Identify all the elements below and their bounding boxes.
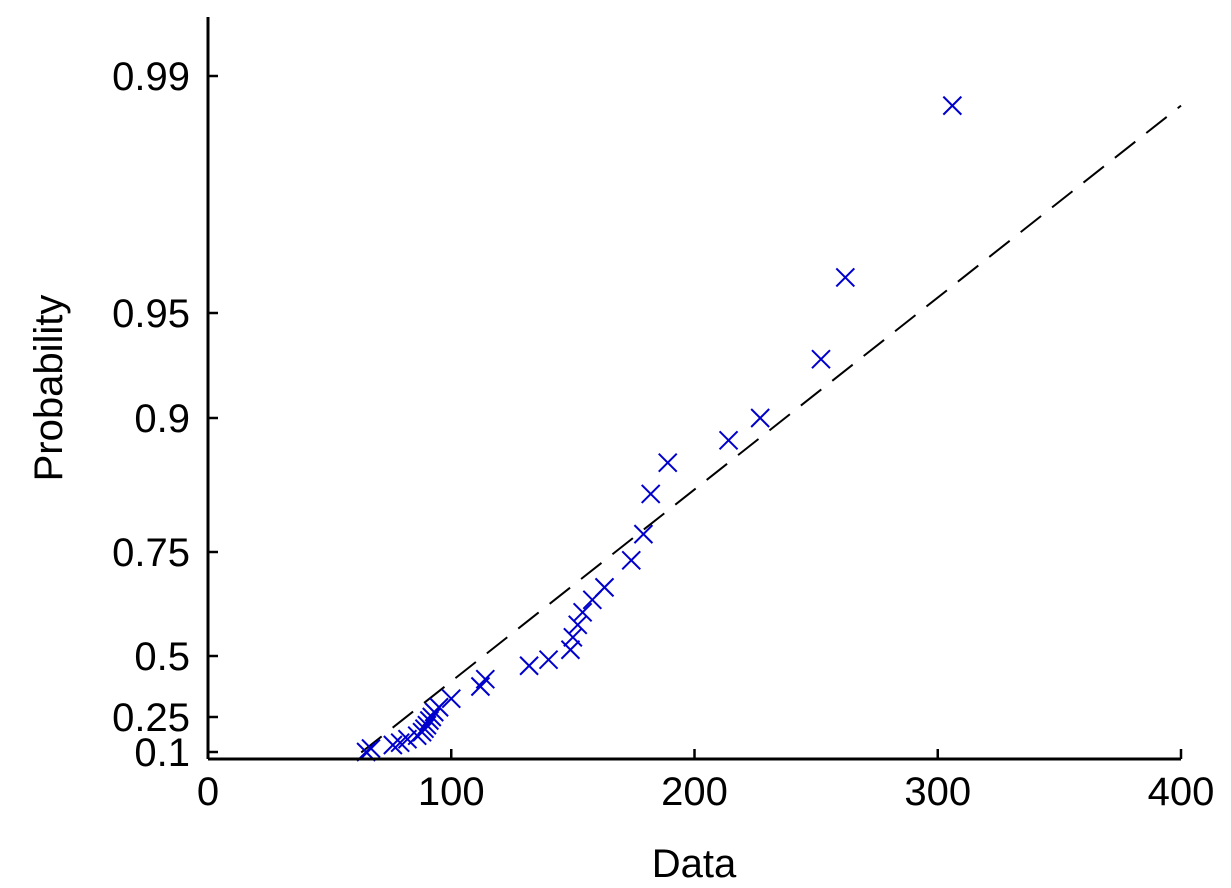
reference-line [360,104,1182,754]
x-tick-label: 200 [661,770,728,814]
data-point [633,524,654,544]
data-point [563,627,583,647]
data-point [568,615,588,635]
data-point [429,697,449,717]
y-tick-label: 0.25 [112,696,190,740]
data-point [621,550,641,571]
x-tick-label: 100 [418,770,485,814]
data-point [572,602,593,623]
x-tick-label: 0 [197,770,219,814]
data-point [475,669,496,689]
plot-area [356,95,1182,762]
data-point [750,408,770,428]
data-point [422,707,442,727]
data-point [811,349,831,369]
y-tick-label: 0.5 [134,635,190,679]
x-tick-label: 400 [1148,770,1215,814]
y-tick-label: 0.9 [134,397,190,441]
data-point [594,577,615,598]
y-tick-label: 0.99 [112,55,190,99]
y-tick-label: 0.1 [134,731,190,775]
data-point [835,267,856,288]
x-tick-label: 300 [904,770,971,814]
x-axis-label: Data [652,842,737,886]
data-point [361,738,381,759]
ticks: 0 100 200 300 400 0.10.25 0.5 0.75 0.9 0.95 0.99 [112,55,1214,814]
data-point [441,688,461,709]
data-point [560,640,581,660]
data-point [658,452,678,473]
data-point [641,484,661,504]
data-point [942,95,963,116]
axes [206,17,1181,761]
data-point [383,735,403,755]
y-tick-label: 0.95 [112,292,190,336]
y-axis-label: Probability [27,295,71,482]
y-tick-label: 0.75 [112,531,190,575]
data-point [718,430,739,451]
data-point [538,649,559,670]
data-point [519,656,539,676]
